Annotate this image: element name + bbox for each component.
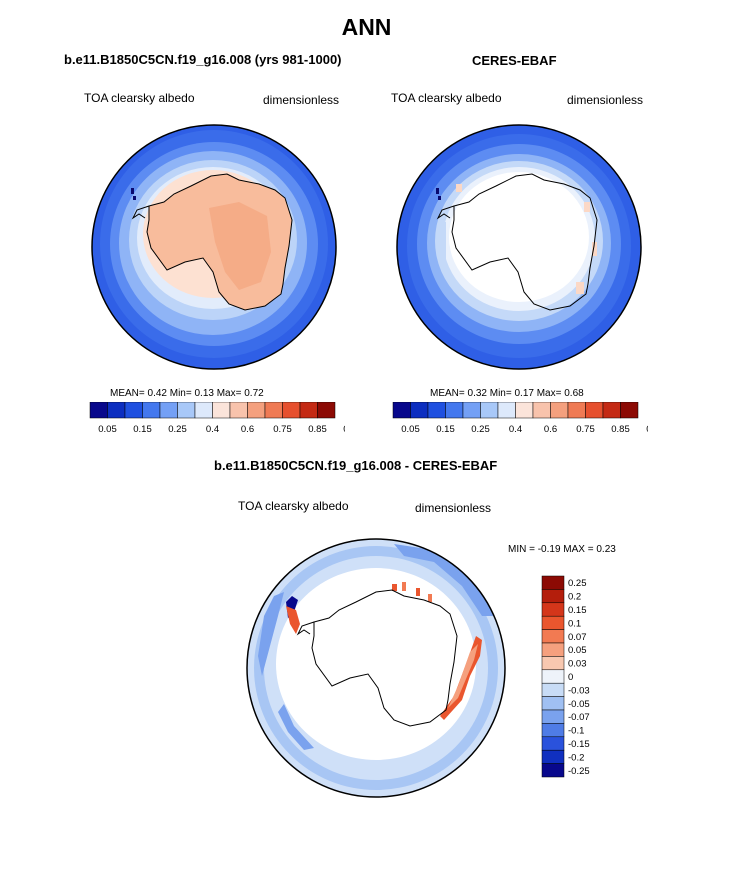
right-colorbar-tick-label: 0.05 <box>401 424 420 435</box>
left-colorbar-swatch <box>299 402 318 419</box>
right-colorbar-tick-label: 0.6 <box>544 424 557 435</box>
right-colorbar-swatch <box>497 402 516 419</box>
right-colorbar-swatch <box>567 402 586 419</box>
left-colorbar-swatch <box>247 402 266 419</box>
left-colorbar-tick-label: 0.6 <box>241 424 254 435</box>
left-stats: MEAN= 0.42 Min= 0.13 Max= 0.72 <box>110 388 264 399</box>
right-colorbar: 0.05 0.15 0.25 0.4 0.6 0.75 0.85 0.95 <box>392 402 648 435</box>
right-colorbar-swatch <box>410 402 429 419</box>
left-colorbar-swatch <box>177 402 196 419</box>
diff-colorbar-label: -0.2 <box>568 752 584 763</box>
left-colorbar-tick-label: 0.4 <box>206 424 219 435</box>
diff-colorbar-label: -0.05 <box>568 699 590 710</box>
diff-colorbar-swatch <box>541 682 565 697</box>
right-colorbar-ticks: 0.05 0.15 0.25 0.4 0.6 0.75 0.85 0.95 <box>401 424 648 435</box>
diff-colorbar-swatch <box>541 656 565 671</box>
right-colorbar-tick-label: 0.95 <box>646 424 648 435</box>
diff-variable-label: TOA clearsky albedo <box>238 499 349 513</box>
diff-colorbar-label: 0.07 <box>568 632 587 643</box>
left-colorbar-swatch <box>264 402 283 419</box>
left-colorbar-swatch <box>124 402 143 419</box>
diff-colorbar-label: -0.07 <box>568 712 590 723</box>
left-colorbar-swatch <box>89 402 108 419</box>
diff-colorbar-swatch <box>541 589 565 604</box>
left-colorbar-tick-label: 0.05 <box>98 424 117 435</box>
left-colorbar-swatch <box>107 402 126 419</box>
diff-colorbar-swatch <box>541 629 565 644</box>
right-colorbar-swatch <box>515 402 534 419</box>
right-colorbar-swatch <box>550 402 569 419</box>
diff-colorbar-label: 0.25 <box>568 578 587 589</box>
right-colorbar-swatch <box>532 402 551 419</box>
left-variable-label: TOA clearsky albedo <box>84 91 195 105</box>
right-colorbar-swatch <box>602 402 621 419</box>
diff-colorbar-labels: 0.25 0.2 0.15 0.1 0.07 0.05 0.03 0 -0.03 -0.05 -0.… <box>568 578 590 777</box>
right-polar-map <box>396 124 642 370</box>
diff-polar-map <box>246 538 506 798</box>
left-colorbar-swatch <box>317 402 336 419</box>
right-colorbar-tick-label: 0.15 <box>436 424 455 435</box>
diff-colorbar-swatch <box>541 669 565 684</box>
left-colorbar-tick-label: 0.25 <box>168 424 187 435</box>
diff-colorbar-swatch <box>541 736 565 751</box>
diff-units-label: dimensionless <box>415 501 492 515</box>
left-colorbar-swatch <box>212 402 231 419</box>
diff-minmax: MIN = -0.19 MAX = 0.23 <box>508 544 616 555</box>
diff-colorbar-label: 0.2 <box>568 592 581 603</box>
diff-colorbar-swatch <box>541 615 565 630</box>
right-colorbar-swatch <box>445 402 464 419</box>
right-units-label: dimensionless <box>567 93 644 107</box>
right-colorbar-tick-label: 0.25 <box>471 424 490 435</box>
left-panel-title: b.e11.B1850C5CN.f19_g16.008 (yrs 981-100… <box>64 52 342 67</box>
diff-colorbar-swatch <box>541 602 565 617</box>
diff-colorbar-swatch <box>541 763 565 778</box>
left-colorbar-swatch <box>142 402 161 419</box>
right-variable-label: TOA clearsky albedo <box>391 91 502 105</box>
diff-colorbar-label: 0.1 <box>568 618 581 629</box>
diff-colorbar-swatch <box>541 642 565 657</box>
right-panel-title: CERES-EBAF <box>472 53 557 68</box>
diff-colorbar-label: 0.05 <box>568 645 587 656</box>
left-colorbar-swatch <box>282 402 301 419</box>
diff-colorbar-swatch <box>541 723 565 738</box>
page-title: ANN <box>341 14 392 40</box>
diff-colorbar-label: -0.03 <box>568 685 590 696</box>
left-colorbar-tick-label: 0.15 <box>133 424 152 435</box>
diff-colorbar-label: -0.1 <box>568 726 584 737</box>
diff-colorbar-swatches <box>541 575 565 778</box>
left-units-label: dimensionless <box>263 93 340 107</box>
left-colorbar-ticks: 0.05 0.15 0.25 0.4 0.6 0.75 0.85 0.95 <box>98 424 345 435</box>
left-colorbar-tick-label: 0.85 <box>308 424 327 435</box>
diff-colorbar-label: -0.15 <box>568 739 590 750</box>
diff-colorbar-label: 0.15 <box>568 605 587 616</box>
left-colorbar-swatch <box>159 402 178 419</box>
left-colorbar-tick-label: 0.75 <box>273 424 292 435</box>
left-colorbar: 0.05 0.15 0.25 0.4 0.6 0.75 0.85 0.95 <box>89 402 345 435</box>
diff-colorbar-swatch <box>541 696 565 711</box>
right-colorbar-swatch <box>462 402 481 419</box>
right-colorbar-swatch <box>427 402 446 419</box>
left-polar-map <box>91 124 337 370</box>
diff-colorbar-label: 0.03 <box>568 659 587 670</box>
diff-colorbar-swatch <box>541 575 565 590</box>
right-colorbar-swatch <box>585 402 604 419</box>
left-colorbar-tick-label: 0.95 <box>343 424 345 435</box>
diff-colorbar-swatch <box>541 709 565 724</box>
right-colorbar-tick-label: 0.75 <box>576 424 595 435</box>
right-colorbar-swatches <box>392 402 639 419</box>
diff-panel-title: b.e11.B1850C5CN.f19_g16.008 - CERES-EBAF <box>214 458 498 473</box>
diff-colorbar-label: -0.25 <box>568 766 590 777</box>
diff-colorbar-label: 0 <box>568 672 573 683</box>
left-colorbar-swatch <box>229 402 248 419</box>
right-colorbar-swatch <box>620 402 639 419</box>
left-colorbar-swatches <box>89 402 336 419</box>
right-colorbar-tick-label: 0.85 <box>611 424 630 435</box>
diff-colorbar-swatch <box>541 749 565 764</box>
diff-colorbar: 0.25 0.2 0.15 0.1 0.07 0.05 0.03 0 -0.03 -0.05 -0.… <box>541 575 590 778</box>
right-colorbar-swatch <box>392 402 411 419</box>
right-colorbar-tick-label: 0.4 <box>509 424 522 435</box>
right-stats: MEAN= 0.32 Min= 0.17 Max= 0.68 <box>430 388 584 399</box>
right-colorbar-swatch <box>480 402 499 419</box>
left-colorbar-swatch <box>194 402 213 419</box>
